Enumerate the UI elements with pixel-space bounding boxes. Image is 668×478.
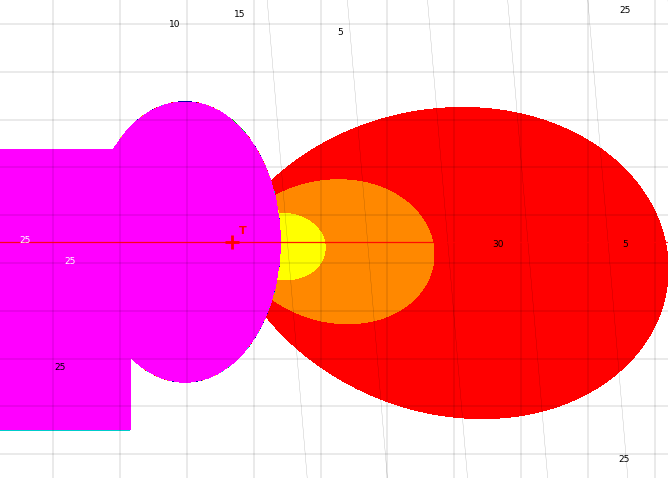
Text: 10: 10 <box>169 20 181 29</box>
Text: 25: 25 <box>54 363 65 372</box>
Text: 25: 25 <box>64 258 75 267</box>
Text: 15: 15 <box>234 10 246 19</box>
Text: 25: 25 <box>19 236 31 245</box>
Text: 25: 25 <box>619 6 631 14</box>
Text: 25: 25 <box>619 456 630 465</box>
Text: 5: 5 <box>337 28 343 36</box>
Text: 30: 30 <box>492 239 504 249</box>
Text: T: T <box>239 226 246 236</box>
Text: 5: 5 <box>622 239 628 249</box>
